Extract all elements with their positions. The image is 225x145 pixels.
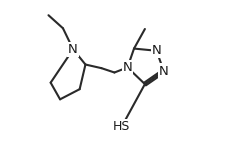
Text: N: N — [68, 43, 78, 56]
Text: N: N — [158, 65, 168, 78]
Text: N: N — [122, 61, 132, 74]
Text: N: N — [151, 44, 161, 57]
Text: HS: HS — [112, 120, 130, 133]
